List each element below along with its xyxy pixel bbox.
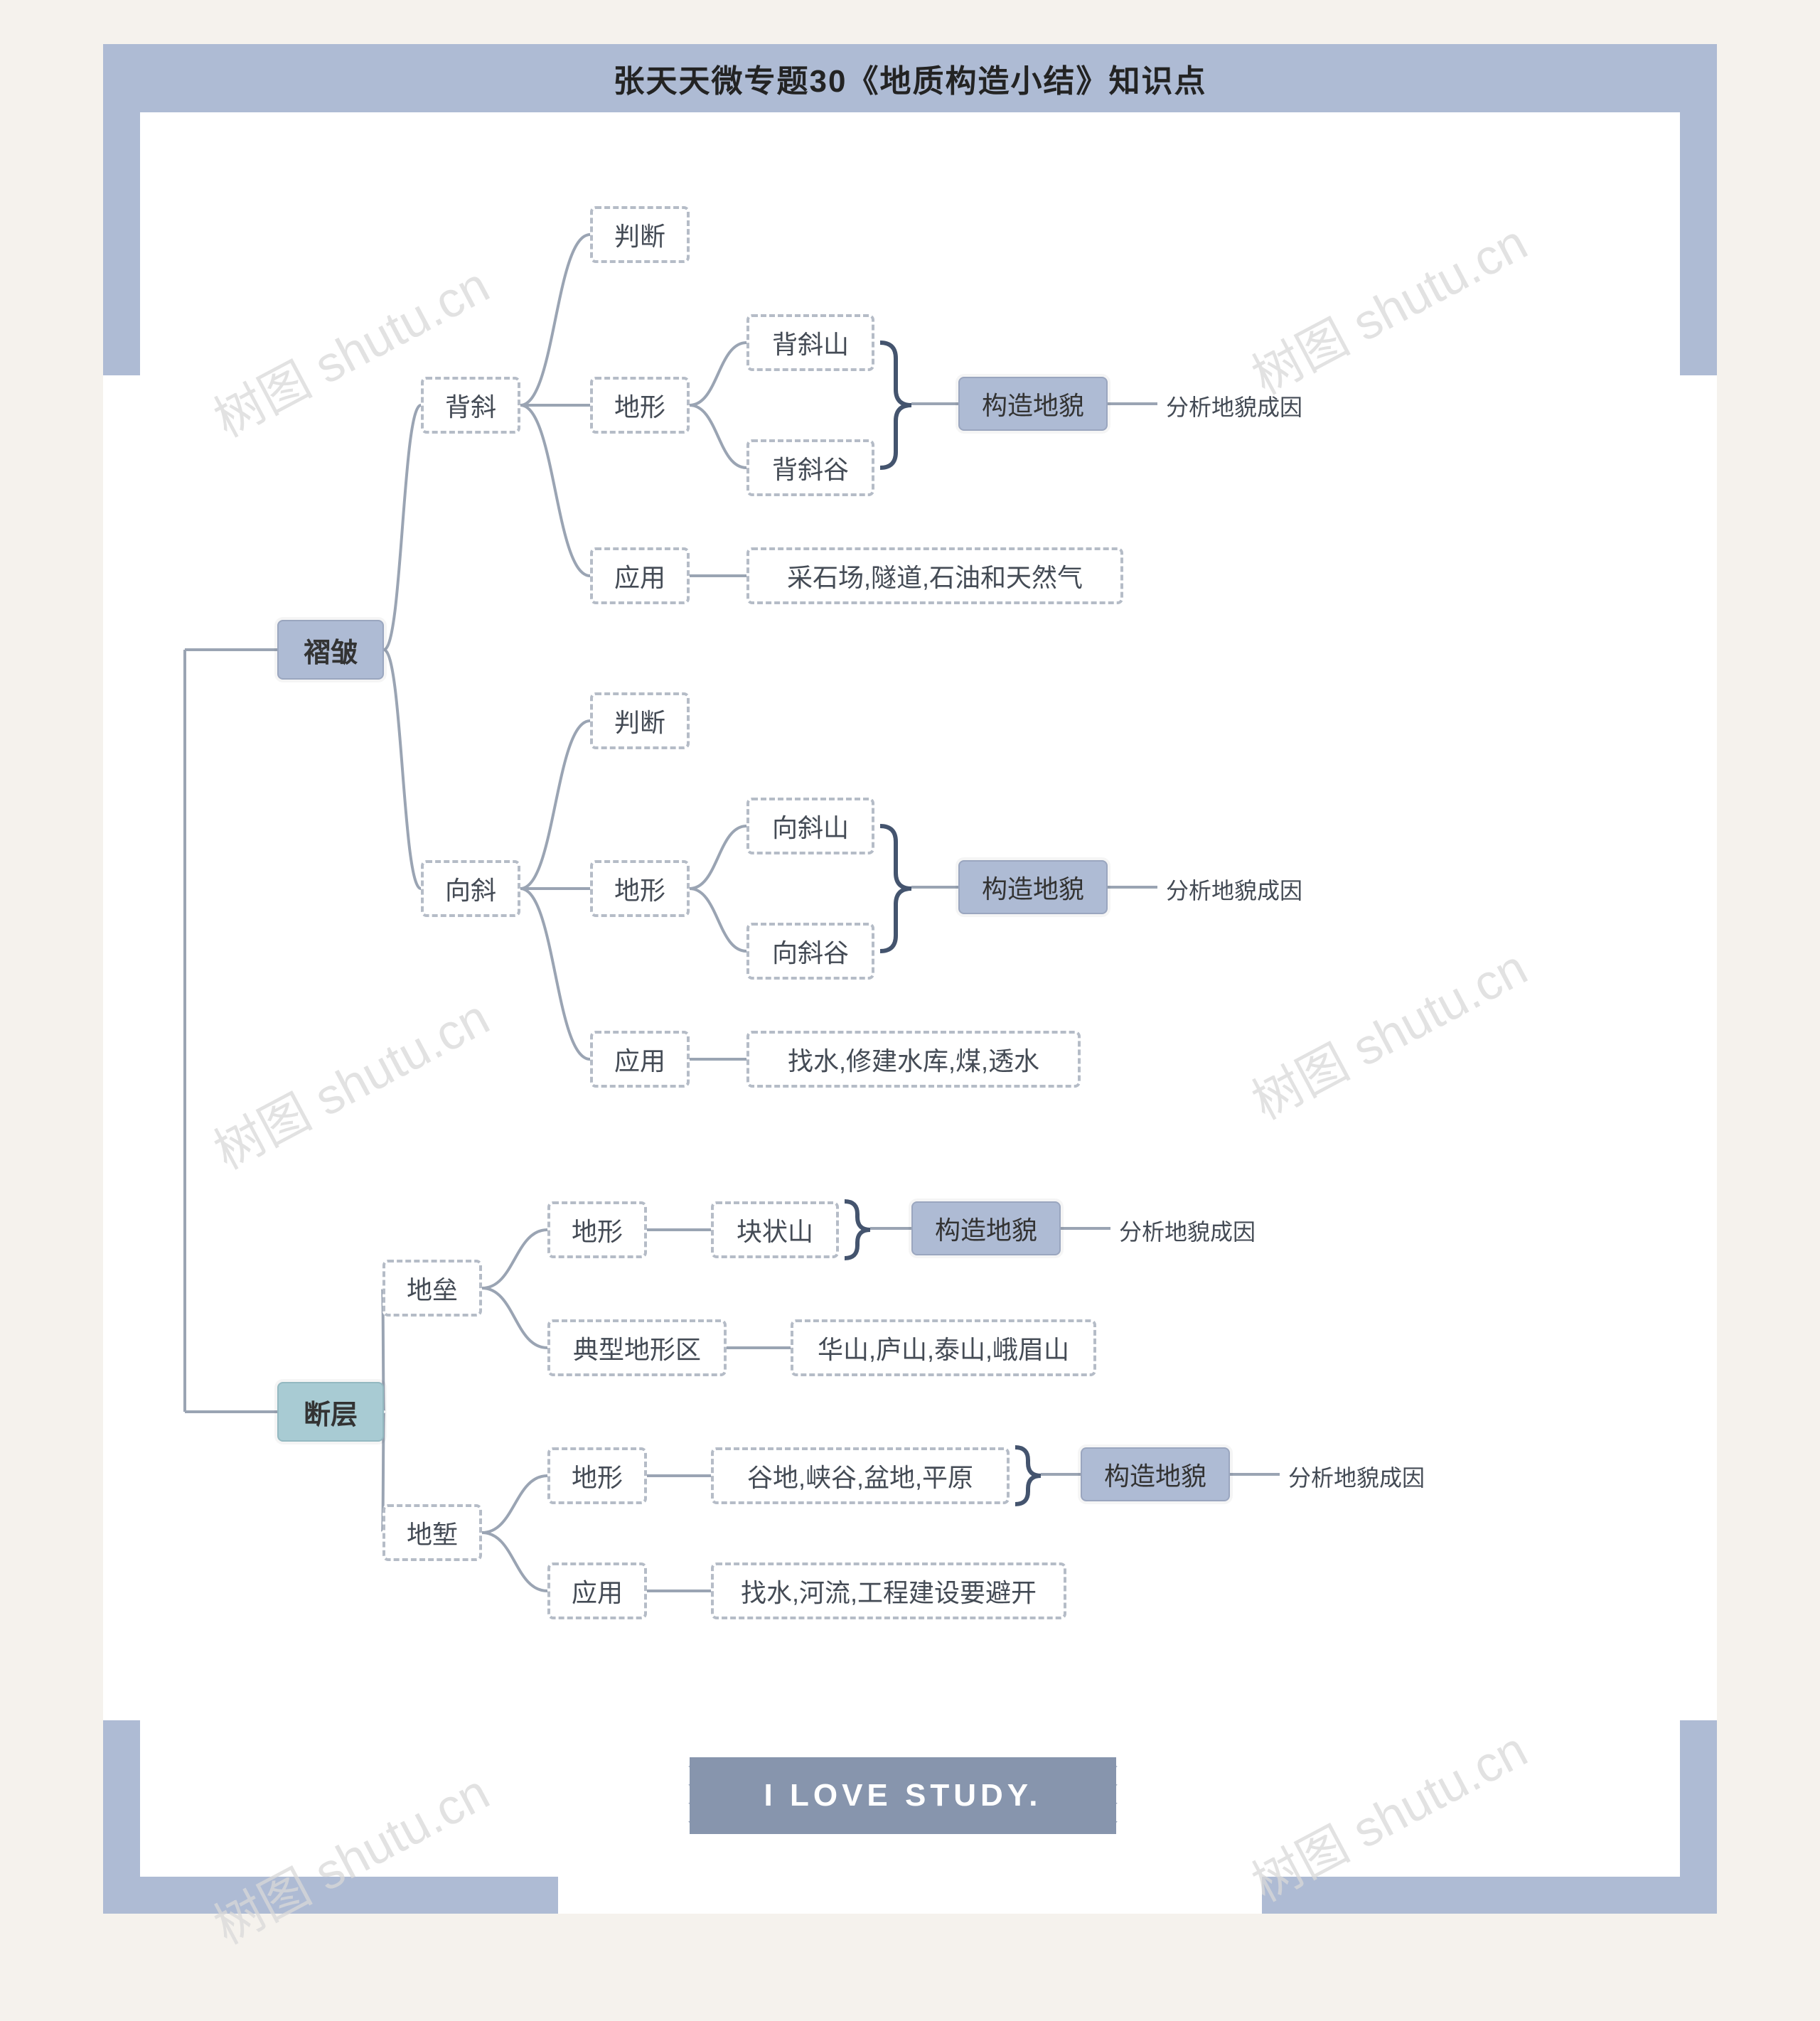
node-l2_horst: 地垒: [382, 1260, 482, 1317]
node-gb_form: 地形: [547, 1447, 647, 1504]
frame: [103, 44, 1717, 1914]
frame-seg: [1262, 1877, 1717, 1914]
node-ac_app_text: 采石场,隧道,石油和天然气: [746, 547, 1123, 604]
node-l1_fault: 断层: [277, 1382, 384, 1442]
node-sc_form_hill: 向斜山: [746, 798, 874, 854]
node-hs_form_block: 块状山: [711, 1201, 839, 1258]
node-hs_example: 典型地形区: [547, 1319, 727, 1376]
node-tectonic3: 构造地貌: [911, 1201, 1061, 1255]
node-sc_app_text: 找水,修建水库,煤,透水: [746, 1031, 1081, 1088]
love-study-banner: I LOVE STUDY.: [690, 1757, 1116, 1834]
node-hs_example_text: 华山,庐山,泰山,峨眉山: [791, 1319, 1096, 1376]
node-l1_fold: 褶皱: [277, 620, 384, 680]
node-ac_app: 应用: [590, 547, 690, 604]
page-title: 张天天微专题30《地质构造小结》知识点: [103, 44, 1717, 112]
node-gb_app_text: 找水,河流,工程建设要避开: [711, 1562, 1066, 1619]
frame-seg: [103, 112, 140, 375]
node-gb_form_text: 谷地,峡谷,盆地,平原: [711, 1447, 1010, 1504]
frame-seg: [103, 1877, 558, 1914]
node-sc_form: 地形: [590, 860, 690, 917]
node-analysis3: 分析地貌成因: [1119, 1214, 1256, 1247]
node-l2_graben: 地堑: [382, 1504, 482, 1561]
node-ac_form: 地形: [590, 377, 690, 434]
node-analysis2: 分析地貌成因: [1166, 873, 1302, 906]
frame-seg: [1680, 112, 1717, 375]
node-tectonic1: 构造地貌: [958, 377, 1108, 431]
node-analysis1: 分析地貌成因: [1166, 390, 1302, 422]
node-l2_syncline: 向斜: [421, 860, 520, 917]
node-hs_form: 地形: [547, 1201, 647, 1258]
node-sc_form_valley: 向斜谷: [746, 923, 874, 980]
node-tectonic2: 构造地貌: [958, 860, 1108, 914]
node-ac_form_hill: 背斜山: [746, 314, 874, 371]
node-sc_judge: 判断: [590, 692, 690, 749]
node-ac_judge: 判断: [590, 206, 690, 263]
node-tectonic4: 构造地貌: [1081, 1447, 1230, 1501]
node-ac_form_valley: 背斜谷: [746, 439, 874, 496]
node-sc_app: 应用: [590, 1031, 690, 1088]
node-l2_anticline: 背斜: [421, 377, 520, 434]
node-gb_app: 应用: [547, 1562, 647, 1619]
node-analysis4: 分析地貌成因: [1288, 1460, 1425, 1493]
